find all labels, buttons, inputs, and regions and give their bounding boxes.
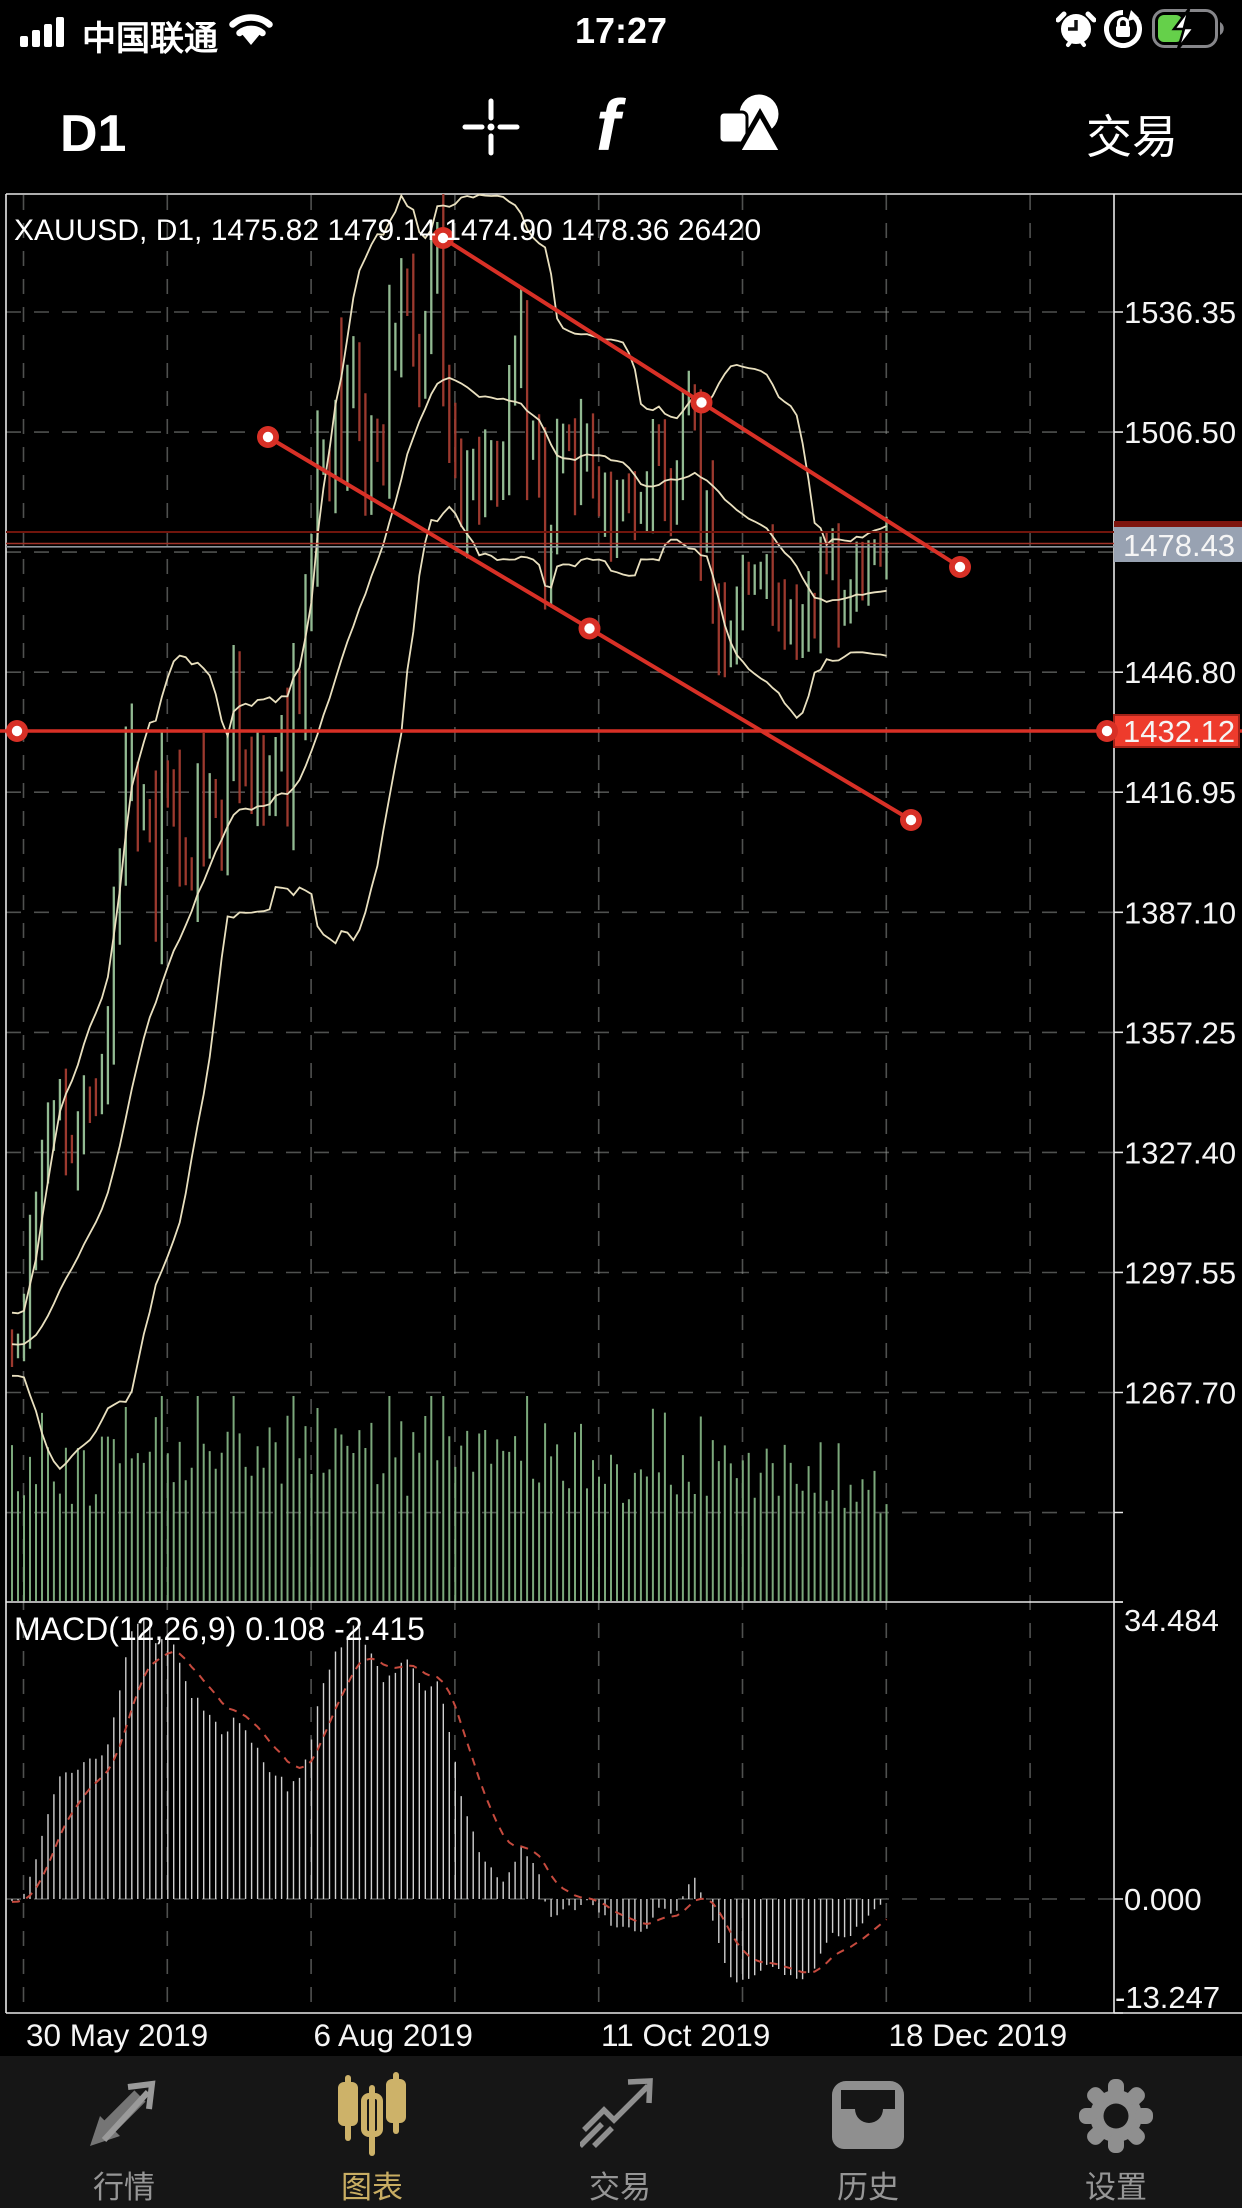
svg-text:34.484: 34.484 bbox=[1124, 1603, 1219, 1638]
svg-text:XAUUSD, D1, 1475.82 1479.14 14: XAUUSD, D1, 1475.82 1479.14 1474.90 1478… bbox=[14, 214, 761, 247]
svg-text:1416.95: 1416.95 bbox=[1124, 775, 1236, 810]
svg-text:1327.40: 1327.40 bbox=[1124, 1135, 1236, 1170]
svg-text:1357.25: 1357.25 bbox=[1124, 1015, 1236, 1050]
svg-text:MACD(12,26,9) 0.108 -2.415: MACD(12,26,9) 0.108 -2.415 bbox=[14, 1611, 425, 1647]
svg-text:30 May 2019: 30 May 2019 bbox=[26, 2017, 208, 2053]
svg-text:1478.43: 1478.43 bbox=[1123, 528, 1235, 563]
svg-text:1536.35: 1536.35 bbox=[1124, 295, 1236, 330]
svg-text:1297.55: 1297.55 bbox=[1124, 1255, 1236, 1290]
svg-text:1432.12: 1432.12 bbox=[1123, 714, 1235, 749]
svg-text:1387.10: 1387.10 bbox=[1124, 895, 1236, 930]
svg-text:f: f bbox=[596, 90, 626, 164]
svg-text:1446.80: 1446.80 bbox=[1124, 655, 1236, 690]
svg-text:1506.50: 1506.50 bbox=[1124, 415, 1236, 450]
svg-text:1267.70: 1267.70 bbox=[1124, 1376, 1236, 1411]
svg-text:0.000: 0.000 bbox=[1124, 1882, 1202, 1917]
svg-text:6 Aug 2019: 6 Aug 2019 bbox=[314, 2017, 473, 2053]
svg-text:18 Dec 2019: 18 Dec 2019 bbox=[889, 2017, 1068, 2053]
svg-text:-13.247: -13.247 bbox=[1115, 1980, 1220, 2015]
svg-text:11 Oct 2019: 11 Oct 2019 bbox=[601, 2017, 770, 2053]
